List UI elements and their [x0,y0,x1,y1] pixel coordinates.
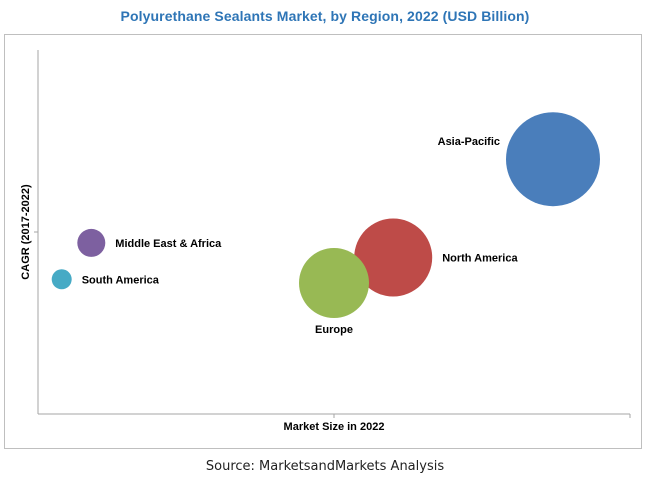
bubble-label-north-america: North America [442,253,518,265]
bubble-label-asia-pacific: Asia-Pacific [438,136,500,148]
y-axis-label: CAGR (2017-2022) [20,184,32,280]
bubble-north-america [354,218,433,297]
bubble-labels: Asia-Pacific North America Europe Middle Ea… [82,136,519,336]
bubble-label-europe: Europe [315,324,353,336]
chart-title: Polyurethane Sealants Market, by Region,… [120,8,530,24]
bubble-label-south-america: South America [82,274,160,286]
bubble-europe [299,248,369,318]
bubble-chart: Asia-Pacific North America Europe Middle Ea… [20,50,631,433]
source-note: Source: MarketsandMarkets Analysis [205,459,445,474]
bubble-series [51,112,600,318]
bubble-middle-east-africa [77,228,106,257]
bubble-south-america [51,269,72,290]
x-axis-label: Market Size in 2022 [284,421,385,433]
bubble-label-middle-east-africa: Middle East & Africa [115,238,222,250]
plot-frame [4,34,642,449]
bubble-asia-pacific [506,112,600,207]
